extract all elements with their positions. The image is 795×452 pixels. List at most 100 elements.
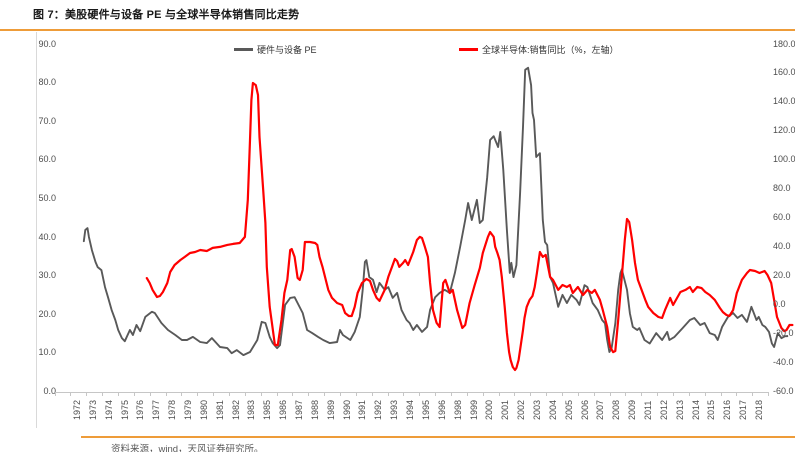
x-tick-label: 1985 — [262, 399, 273, 420]
right-axis-tick-label: -60.0 — [773, 386, 794, 396]
right-axis-tick-label: 140.0 — [773, 96, 795, 107]
source-note: 资料来源，wind，天风证券研究所。 — [111, 444, 264, 452]
x-axis-tick — [54, 392, 56, 396]
x-axis-tick — [593, 392, 595, 396]
x-axis-tick — [625, 392, 627, 396]
right-axis-tick-label: 0.0 — [773, 299, 786, 310]
x-tick-label: 2005 — [563, 399, 574, 420]
x-axis-line — [54, 391, 770, 393]
x-tick-label: 1987 — [294, 399, 305, 420]
x-axis-tick — [371, 392, 373, 396]
x-tick-label: 1972 — [72, 399, 82, 420]
line-chart: 硬件与设备 PE 全球半导体:销售同比（%，左轴） 90.0 80.0 70.0 60… — [0, 30, 795, 430]
right-axis-tick-label: 20.0 — [773, 270, 791, 281]
x-axis-tick — [768, 392, 770, 396]
x-tick-label: 2002 — [516, 399, 527, 420]
x-axis-tick — [688, 392, 690, 396]
x-axis-tick — [133, 392, 135, 396]
x-axis-tick — [577, 392, 579, 396]
x-axis-tick — [482, 392, 484, 396]
x-tick-label: 2009 — [627, 399, 638, 420]
figure-title: 图 7：美股硬件与设备 PE 与全球半导体销售同比走势 — [33, 9, 300, 21]
left-axis-tick-label: 50.0 — [38, 192, 56, 203]
left-axis-tick-label: 10.0 — [38, 347, 56, 358]
x-tick-label: 1979 — [183, 399, 194, 420]
legend-item-semiconductor: 全球半导体:销售同比（%，左轴） — [459, 43, 619, 56]
x-tick-label: 2013 — [674, 399, 685, 420]
x-tick-label: 2001 — [500, 399, 511, 420]
right-axis-tick-label: 40.0 — [773, 241, 791, 252]
x-axis-tick — [704, 392, 706, 396]
legend-label-semiconductor: 全球半导体:销售同比（%，左轴） — [482, 45, 619, 55]
left-axis-tick-label: 20.0 — [38, 308, 56, 319]
right-axis-tick-label: -40.0 — [773, 357, 794, 368]
right-axis-tick-label: 120.0 — [773, 125, 795, 136]
right-axis-tick-label: 160.0 — [773, 67, 795, 78]
x-tick-label: 2014 — [690, 399, 701, 420]
x-axis-tick — [435, 392, 437, 396]
x-tick-label: 1974 — [103, 399, 114, 420]
x-tick-label: 1989 — [325, 399, 336, 420]
pe-line — [82, 66, 789, 357]
legend-item-pe: 硬件与设备 PE — [234, 43, 317, 56]
x-axis-tick — [387, 392, 389, 396]
left-border-line — [36, 32, 37, 428]
x-tick-label: 2012 — [658, 399, 669, 420]
left-axis-tick-label: 30.0 — [38, 270, 56, 281]
x-axis-tick — [149, 392, 151, 396]
x-tick-label: 1976 — [135, 399, 146, 420]
left-axis-tick-label: 60.0 — [38, 154, 56, 165]
x-axis-tick — [292, 392, 294, 396]
x-tick-label: 1990 — [341, 399, 352, 420]
x-axis-tick — [451, 392, 452, 396]
left-axis-tick-label: 40.0 — [38, 231, 56, 242]
x-tick-label: 2000 — [484, 399, 495, 420]
chart-legend: 硬件与设备 PE 全球半导体:销售同比（%，左轴） — [0, 43, 795, 55]
right-axis-tick-label: 80.0 — [773, 183, 791, 194]
x-tick-label: 1998 — [452, 399, 463, 420]
left-axis-tick-label: 90.0 — [38, 38, 56, 49]
x-tick-label: 2017 — [738, 399, 749, 420]
right-axis-tick-label: 180.0 — [773, 38, 795, 49]
x-tick-label: 1995 — [420, 399, 431, 420]
title-divider — [0, 29, 795, 31]
x-axis-tick — [355, 392, 357, 396]
x-axis-tick — [228, 392, 230, 396]
x-tick-label: 2015 — [706, 399, 717, 420]
x-axis-tick — [419, 392, 421, 396]
x-axis-tick — [339, 392, 341, 396]
x-tick-label: 1986 — [278, 399, 289, 420]
x-axis-tick — [244, 392, 246, 396]
x-tick-label: 1981 — [214, 399, 225, 420]
x-axis-tick — [117, 392, 119, 396]
left-axis-tick-label: 70.0 — [38, 115, 56, 126]
x-tick-label: 1977 — [151, 399, 162, 420]
x-tick-label: 2008 — [611, 399, 622, 420]
x-tick-label: 1980 — [198, 399, 209, 420]
x-axis-tick — [213, 392, 215, 396]
x-axis-tick — [736, 392, 738, 396]
x-axis-tick — [673, 392, 675, 396]
x-tick-label: 1983 — [246, 399, 257, 420]
x-axis-tick — [498, 392, 500, 396]
x-tick-label: 2006 — [579, 399, 590, 420]
x-axis-tick — [181, 392, 183, 396]
x-tick-label: 1978 — [167, 399, 178, 420]
x-tick-label: 1993 — [389, 399, 400, 420]
x-axis-tick — [165, 392, 167, 396]
footer-divider — [81, 436, 795, 438]
left-axis-tick-label: 80.0 — [38, 77, 56, 88]
x-tick-label: 2018 — [753, 399, 764, 420]
x-tick-label: 1999 — [468, 399, 479, 420]
x-axis-tick — [102, 392, 104, 396]
x-tick-label: 2016 — [722, 399, 733, 420]
x-tick-label: 1991 — [357, 399, 368, 420]
semiconductor-sales-line — [145, 81, 794, 372]
x-axis-tick — [530, 392, 532, 396]
x-axis-tick — [514, 392, 516, 396]
x-axis-tick — [609, 392, 611, 396]
right-axis-tick-label: -20.0 — [773, 328, 794, 339]
x-tick-label: 1973 — [87, 399, 98, 420]
x-axis-tick — [403, 392, 405, 396]
